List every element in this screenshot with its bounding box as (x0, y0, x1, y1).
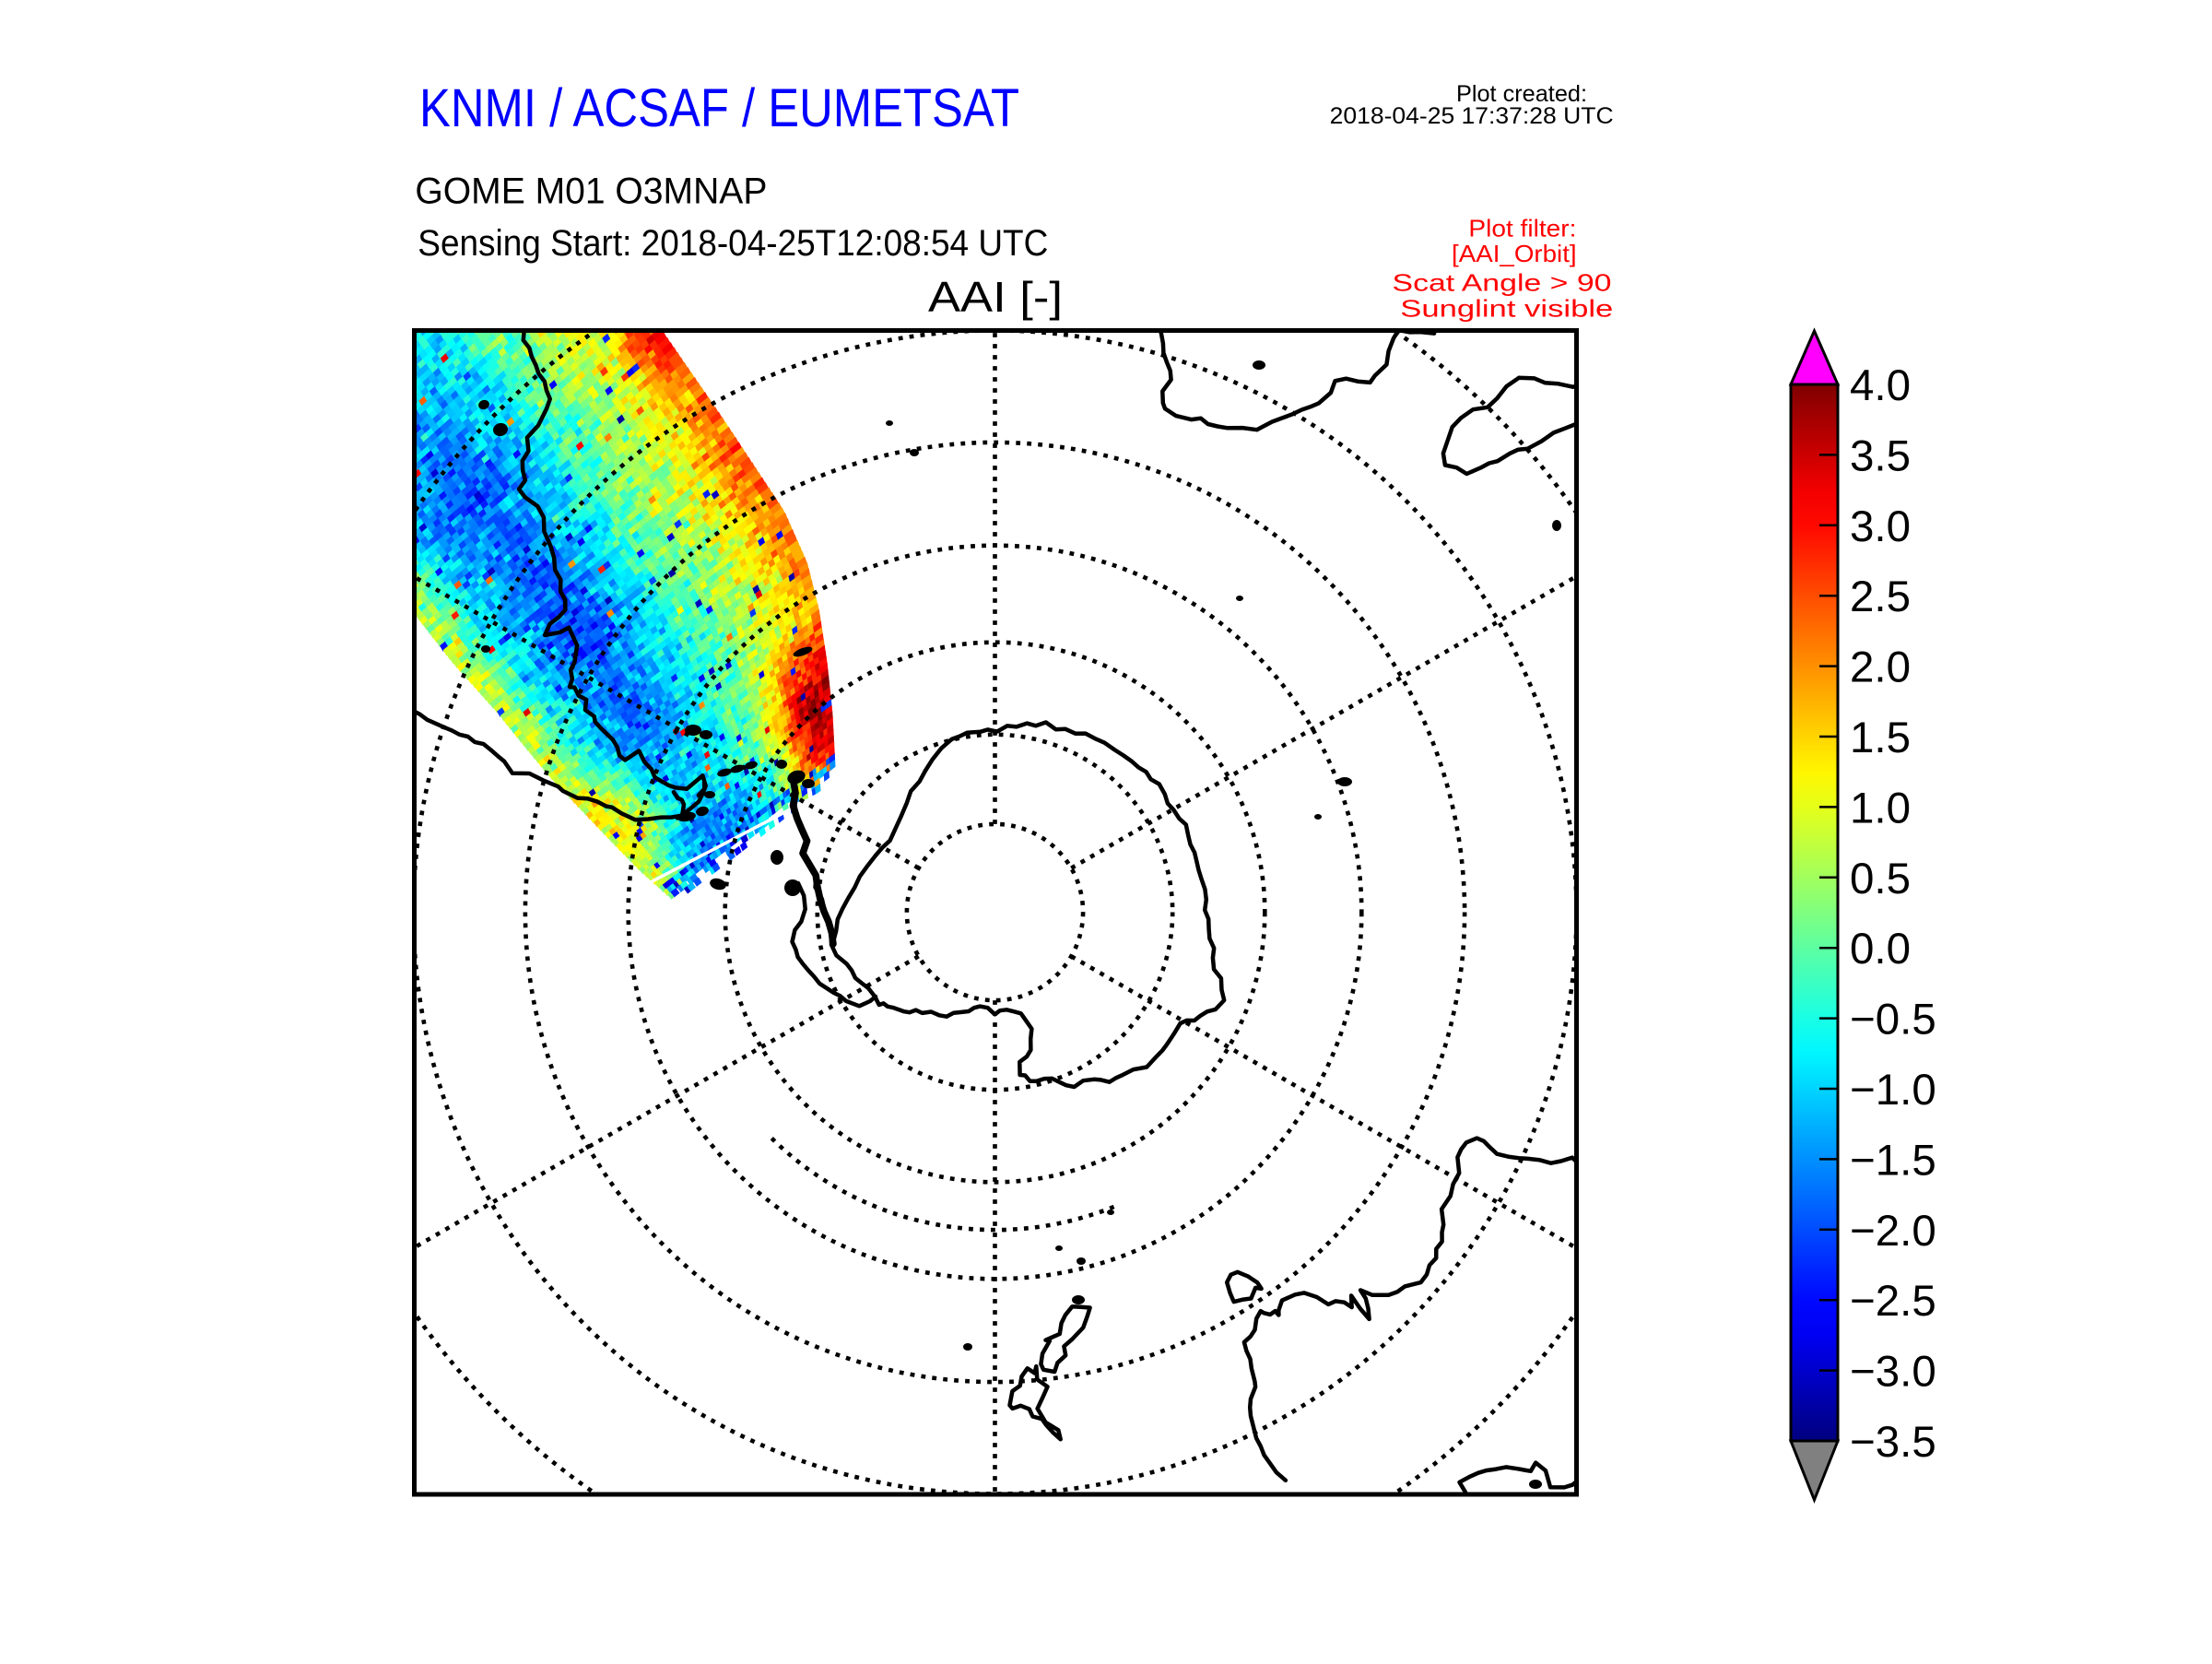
svg-text:GOME M01 O3MNAP: GOME M01 O3MNAP (415, 171, 767, 211)
svg-text:1.5: 1.5 (1850, 714, 1911, 762)
svg-text:2.5: 2.5 (1850, 572, 1911, 621)
svg-text:−3.0: −3.0 (1850, 1348, 1936, 1397)
svg-text:2.0: 2.0 (1850, 643, 1911, 692)
svg-text:Scat Angle > 90: Scat Angle > 90 (1393, 268, 1612, 296)
svg-text:1.0: 1.0 (1850, 784, 1911, 832)
svg-text:2018-04-25 17:37:28 UTC: 2018-04-25 17:37:28 UTC (1330, 103, 1614, 129)
svg-text:−1.0: −1.0 (1850, 1066, 1936, 1115)
svg-text:−1.5: −1.5 (1850, 1136, 1936, 1185)
svg-text:4.0: 4.0 (1850, 361, 1911, 410)
svg-text:3.5: 3.5 (1850, 431, 1911, 480)
svg-text:Plot filter:: Plot filter: (1468, 214, 1576, 242)
svg-text:[AAI_Orbit]: [AAI_Orbit] (1452, 240, 1577, 267)
svg-text:AAI [-]: AAI [-] (928, 273, 1063, 321)
svg-text:KNMI / ACSAF / EUMETSAT: KNMI / ACSAF / EUMETSAT (419, 78, 1019, 138)
svg-text:Sensing Start: 2018-04-25T12:0: Sensing Start: 2018-04-25T12:08:54 UTC (418, 223, 1048, 264)
svg-text:−2.5: −2.5 (1850, 1277, 1936, 1326)
svg-text:0.0: 0.0 (1850, 925, 1911, 974)
svg-text:3.0: 3.0 (1850, 502, 1911, 551)
svg-text:0.5: 0.5 (1850, 855, 1911, 903)
svg-text:−3.5: −3.5 (1850, 1418, 1936, 1467)
svg-text:−2.0: −2.0 (1850, 1207, 1936, 1256)
svg-text:Sunglint visible: Sunglint visible (1400, 295, 1613, 323)
svg-text:Plot created:: Plot created: (1456, 81, 1587, 107)
svg-text:−0.5: −0.5 (1850, 996, 1936, 1044)
